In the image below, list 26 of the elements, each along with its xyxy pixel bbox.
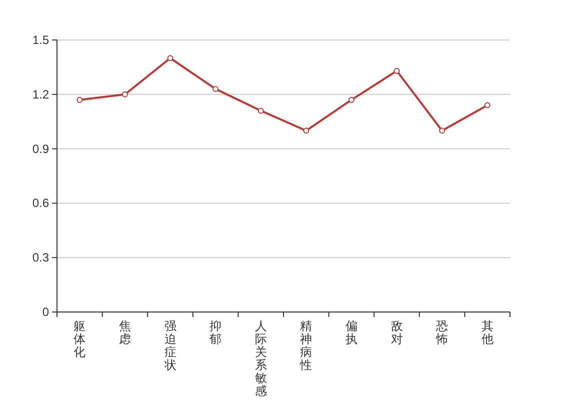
y-tick-label: 1.2: [32, 87, 50, 102]
x-tick-label: 焦虑: [118, 319, 131, 346]
x-tick-label: 强迫症状: [163, 319, 176, 372]
x-tick-label: 恐怖: [435, 319, 448, 346]
x-tick-label: 抑郁: [210, 319, 222, 346]
point: [76, 96, 83, 103]
x-tick-label: 偏执: [345, 319, 358, 346]
point: [303, 128, 310, 134]
point: [439, 128, 446, 134]
point: [212, 86, 219, 92]
x-tick-label: 躯体化: [74, 319, 86, 359]
y-tick-label: 1.5: [32, 33, 50, 47]
y-tick-label: 0.6: [32, 196, 50, 210]
y-tick-label: 0.3: [32, 250, 50, 265]
x-tick-label: 其他: [481, 319, 494, 346]
point: [258, 108, 264, 114]
x-tick-label: 敌对: [390, 319, 403, 346]
point: [167, 55, 174, 62]
point: [122, 91, 128, 98]
x-tick-label: 人际关系敏感: [254, 319, 267, 398]
point: [394, 68, 400, 74]
point: [484, 102, 490, 108]
y-tick-label: 0.9: [32, 142, 50, 156]
y-tick-label: 0: [42, 305, 50, 319]
x-tick-label: 精神病性: [299, 319, 312, 372]
point: [348, 96, 354, 103]
